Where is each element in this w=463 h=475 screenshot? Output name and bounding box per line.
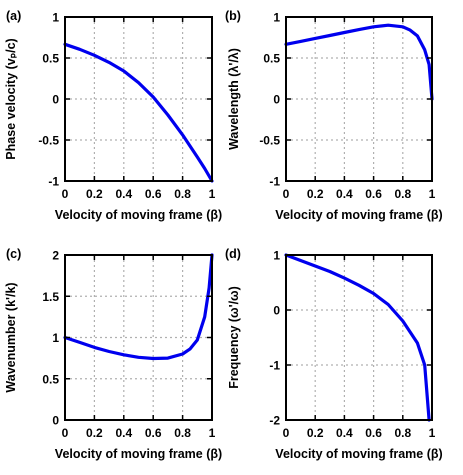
series-line xyxy=(63,42,214,183)
panel-d: 0 0.2 0.4 0.6 0.8 1 1 0 -1 -2 Velocity of moving f… xyxy=(225,247,443,461)
x-tick-label: 0.4 xyxy=(336,187,353,201)
x-tick-label: 0 xyxy=(62,426,69,440)
x-tick-label: 0 xyxy=(283,426,290,440)
y-axis-label: Frequency (ω'/ω) xyxy=(227,286,241,389)
panel-a: 0 0.2 0.4 0.6 0.8 1 1 0.5 0 -0.5 -1 Velocity of mov… xyxy=(4,9,222,222)
y-axis-label: Phase velocity (vₚ/c) xyxy=(4,38,18,159)
y-tick-label: 1.5 xyxy=(42,290,59,304)
x-tick-label: 1 xyxy=(209,187,216,201)
x-tick-label: 0.8 xyxy=(394,426,411,440)
panel-c: 0 0.2 0.4 0.6 0.8 1 2 1.5 1 0.5 0 Velocity of movin… xyxy=(4,247,222,461)
x-tick-label: 0.8 xyxy=(174,426,191,440)
x-tick-label: 0.8 xyxy=(394,187,411,201)
panel-label: (c) xyxy=(6,247,21,261)
x-tick-label: 0.4 xyxy=(115,187,132,201)
y-tick-label: 0.5 xyxy=(42,372,59,386)
y-tick-label: -1 xyxy=(48,175,59,189)
y-tick-label: 1 xyxy=(273,11,280,25)
y-tick-label: 0 xyxy=(273,93,280,107)
panel-label: (b) xyxy=(225,9,241,23)
y-tick-label: 1 xyxy=(273,249,280,263)
y-tick-label: -2 xyxy=(269,414,280,428)
x-tick-label: 0.8 xyxy=(174,187,191,201)
y-tick-label: 2 xyxy=(52,249,59,263)
x-axis-label: Velocity of moving frame (β) xyxy=(275,447,442,461)
y-tick-label: -1 xyxy=(269,359,280,373)
y-tick-label: -0.5 xyxy=(38,134,59,148)
y-tick-label: 0.5 xyxy=(263,52,280,66)
x-tick-label: 0.4 xyxy=(336,426,353,440)
series-line xyxy=(63,253,214,361)
x-tick-label: 0.2 xyxy=(86,426,103,440)
x-tick-label: 0.2 xyxy=(307,187,324,201)
y-tick-label: -0.5 xyxy=(259,134,280,148)
x-tick-label: 1 xyxy=(209,426,216,440)
y-axis-label: Wavelength (λ'/λ) xyxy=(227,48,241,150)
y-tick-label: 1 xyxy=(52,11,59,25)
x-axis-label: Velocity of moving frame (β) xyxy=(55,447,222,461)
x-tick-label: 0 xyxy=(62,187,69,201)
x-tick-label: 0.2 xyxy=(307,426,324,440)
panel-label: (d) xyxy=(225,247,241,261)
x-tick-label: 0.2 xyxy=(86,187,103,201)
y-tick-label: -1 xyxy=(269,175,280,189)
x-tick-label: 0.4 xyxy=(115,426,132,440)
plot-frame xyxy=(285,254,433,421)
x-tick-label: 1 xyxy=(429,187,436,201)
x-tick-label: 0.6 xyxy=(145,426,162,440)
plot-frame xyxy=(64,16,213,182)
panel-b: 0 0.2 0.4 0.6 0.8 1 1 0.5 0 -0.5 -1 Velocity of mov… xyxy=(225,9,443,222)
y-tick-label: 0 xyxy=(273,304,280,318)
plot-frame xyxy=(64,254,213,421)
x-tick-label: 1 xyxy=(429,426,436,440)
y-tick-label: 0 xyxy=(52,414,59,428)
x-tick-label: 0.6 xyxy=(365,426,382,440)
y-axis-label: Wavenumber (k'/k) xyxy=(4,282,18,392)
series-line xyxy=(284,253,431,422)
x-tick-label: 0 xyxy=(283,187,290,201)
y-tick-label: 0 xyxy=(52,93,59,107)
x-tick-label: 0.6 xyxy=(145,187,162,201)
x-axis-label: Velocity of moving frame (β) xyxy=(275,208,442,222)
x-tick-label: 0.6 xyxy=(365,187,382,201)
y-tick-label: 0.5 xyxy=(42,52,59,66)
y-tick-label: 1 xyxy=(52,331,59,345)
x-axis-label: Velocity of moving frame (β) xyxy=(55,208,222,222)
panel-label: (a) xyxy=(6,9,21,23)
series-line xyxy=(284,23,434,101)
